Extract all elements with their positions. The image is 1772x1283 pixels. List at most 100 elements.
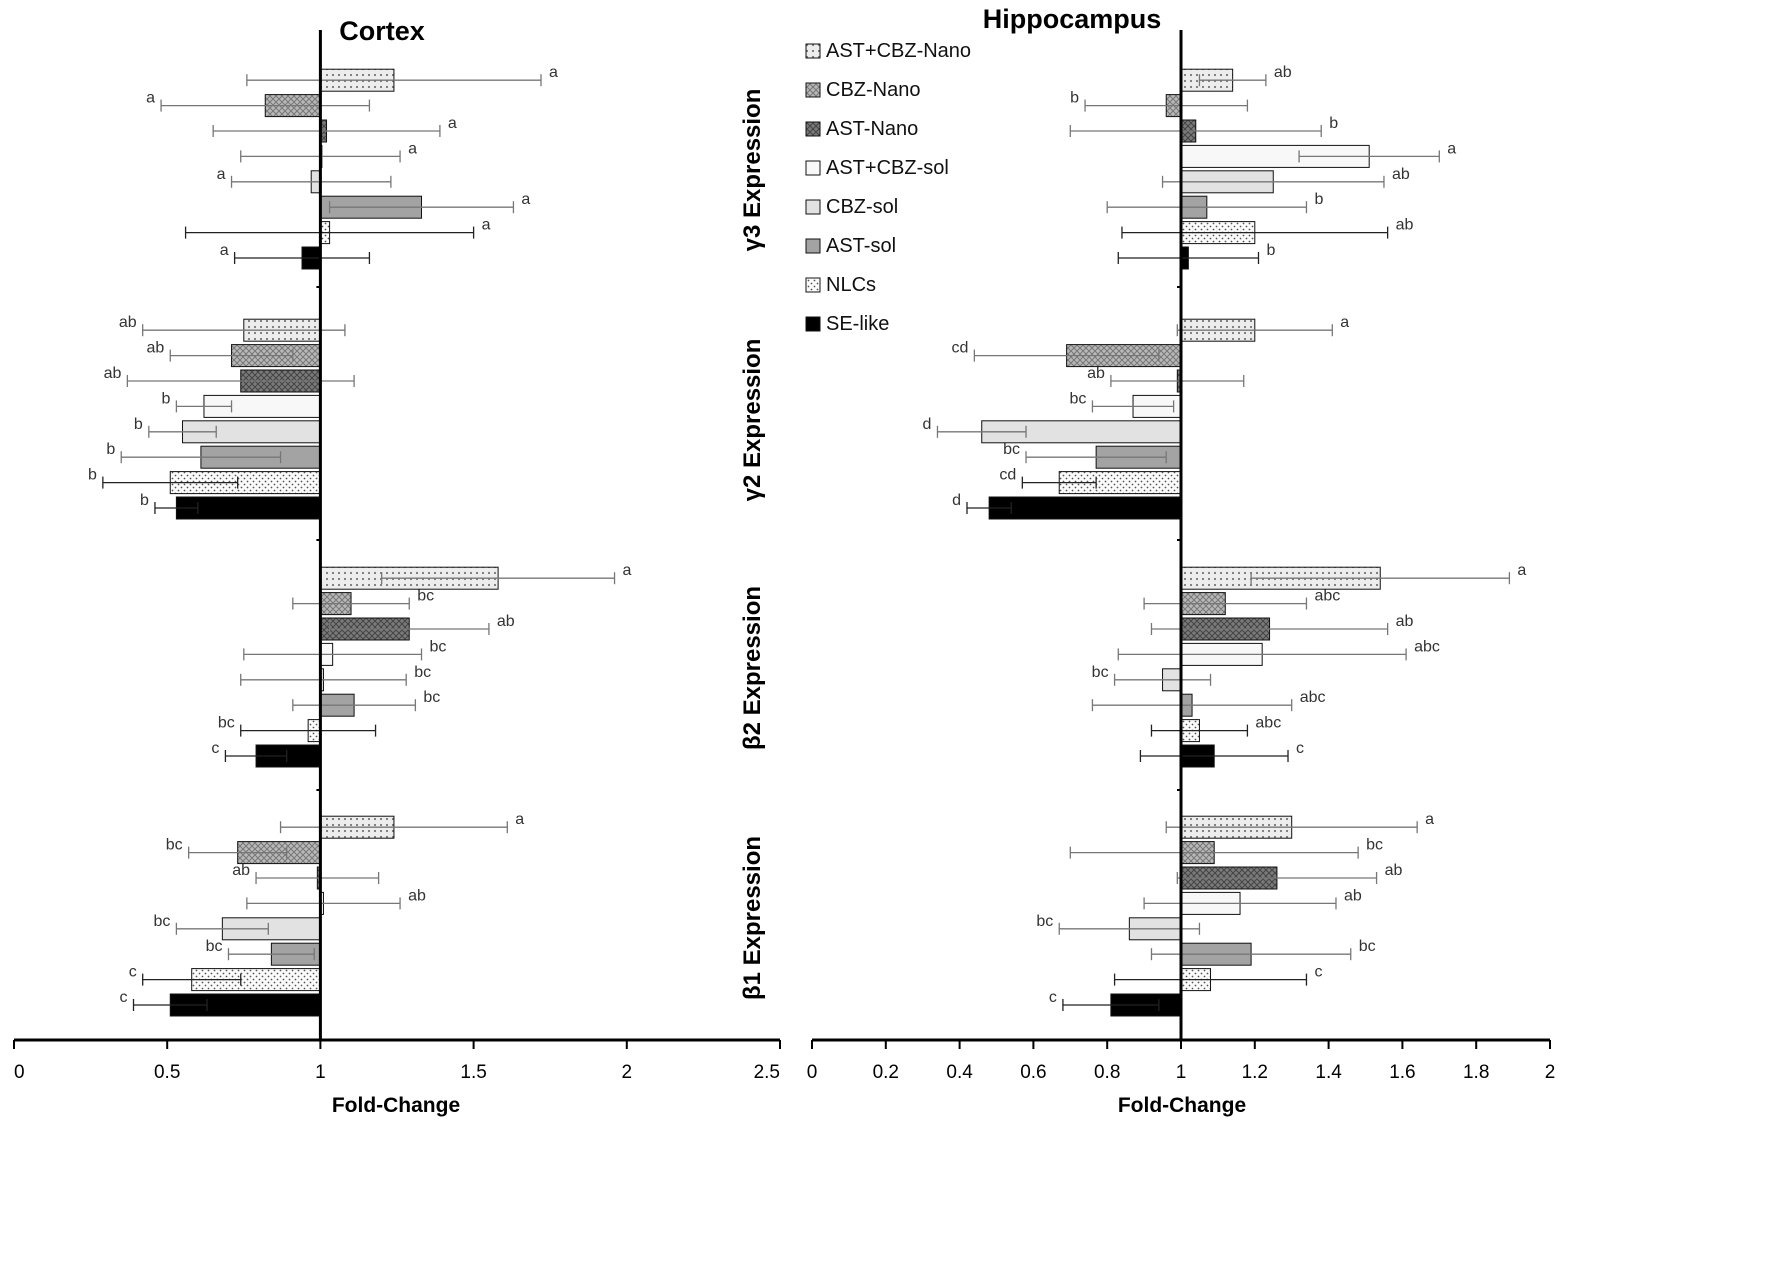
hippocampus-panel: Hippocampusccbcbcababbcacabcabcbcabcabab… bbox=[807, 4, 1556, 1117]
hippocampus-sig-b1-6: bc bbox=[1366, 837, 1383, 854]
cortex-sig-b2-3: bc bbox=[414, 664, 431, 681]
hippocampus-sig-g2-4: bc bbox=[1070, 390, 1087, 407]
hippocampus-xtick-label-1: 0.2 bbox=[873, 1062, 899, 1083]
hippocampus-sig-g2-0: d bbox=[952, 492, 961, 509]
cortex-sig-b2-5: ab bbox=[497, 613, 515, 630]
hippocampus-sig-g2-1: cd bbox=[999, 467, 1016, 484]
cortex-sig-g2-5: ab bbox=[104, 365, 122, 382]
hippocampus-sig-g3-5: b bbox=[1329, 115, 1338, 132]
cortex-sig-g2-0: b bbox=[140, 492, 149, 509]
legend-label-5: AST-sol bbox=[826, 235, 896, 257]
hippocampus-sig-b2-7: a bbox=[1517, 562, 1526, 579]
hippocampus-xtick-label-5: 1 bbox=[1176, 1062, 1187, 1083]
cortex-sig-g3-1: a bbox=[482, 217, 491, 234]
hippocampus-sig-b1-0: c bbox=[1049, 989, 1057, 1006]
legend-swatch-6 bbox=[805, 277, 821, 293]
cortex-sig-b2-6: bc bbox=[417, 588, 434, 605]
hippocampus-sig-g2-7: a bbox=[1340, 314, 1349, 331]
cortex-sig-b2-4: bc bbox=[430, 638, 447, 655]
hippocampus-sig-g3-0: b bbox=[1266, 242, 1275, 259]
cortex-sig-g3-0: a bbox=[220, 242, 229, 259]
cortex-sig-g3-3: a bbox=[217, 166, 226, 183]
hippocampus-sig-g2-3: d bbox=[923, 416, 932, 433]
cortex-sig-b1-5: ab bbox=[232, 862, 250, 879]
cortex-sig-b2-1: bc bbox=[218, 715, 235, 732]
legend-label-2: AST-Nano bbox=[826, 118, 918, 140]
legend-label-0: AST+CBZ-Nano bbox=[826, 40, 971, 62]
cortex-sig-b1-2: bc bbox=[206, 938, 223, 955]
hippocampus-sig-g2-2: bc bbox=[1003, 441, 1020, 458]
hippocampus-sig-b1-4: ab bbox=[1344, 887, 1362, 904]
group-label-g3: γ3 Expression bbox=[739, 89, 766, 252]
group-label-b2: β2 Expression bbox=[739, 586, 766, 750]
legend-label-3: AST+CBZ-sol bbox=[826, 157, 949, 179]
cortex-sig-g3-5: a bbox=[448, 115, 457, 132]
hippocampus-sig-b2-2: abc bbox=[1300, 689, 1326, 706]
cortex-sig-g2-3: b bbox=[134, 416, 143, 433]
hippocampus-sig-b1-2: bc bbox=[1359, 938, 1376, 955]
cortex-sig-g2-6: ab bbox=[146, 340, 164, 357]
cortex-sig-b2-2: bc bbox=[423, 689, 440, 706]
cortex-xtick-label-1: 0.5 bbox=[154, 1062, 180, 1083]
cortex-title: Cortex bbox=[339, 16, 425, 46]
legend-swatch-1 bbox=[805, 82, 821, 98]
hippocampus-xtick-label-6: 1.2 bbox=[1242, 1062, 1268, 1083]
hippocampus-sig-b2-0: c bbox=[1296, 740, 1304, 757]
hippocampus-sig-b2-5: ab bbox=[1396, 613, 1414, 630]
legend-swatch-2 bbox=[805, 121, 821, 137]
cortex-sig-g2-2: b bbox=[106, 441, 115, 458]
hippocampus-sig-g3-2: b bbox=[1314, 191, 1323, 208]
legend: AST+CBZ-Nano CBZ-Nano AST-Nano AST+CBZ-sol C… bbox=[805, 40, 971, 335]
hippocampus-sig-g3-1: ab bbox=[1396, 217, 1414, 234]
legend-swatch-7 bbox=[805, 316, 821, 332]
cortex-sig-g2-4: b bbox=[161, 390, 170, 407]
hippocampus-title: Hippocampus bbox=[983, 4, 1162, 34]
cortex-sig-b2-7: a bbox=[623, 562, 632, 579]
cortex-sig-g2-1: b bbox=[88, 467, 97, 484]
hippocampus-sig-g3-3: ab bbox=[1392, 166, 1410, 183]
legend-swatch-5 bbox=[805, 238, 821, 254]
legend-swatch-0 bbox=[805, 43, 821, 59]
hippocampus-sig-b2-4: abc bbox=[1414, 638, 1440, 655]
hippocampus-bar-g2-0 bbox=[988, 496, 1182, 520]
hippocampus-sig-g3-4: a bbox=[1447, 140, 1456, 157]
cortex-sig-g3-7: a bbox=[549, 64, 558, 81]
legend-label-1: CBZ-Nano bbox=[826, 79, 920, 101]
legend-label-4: CBZ-sol bbox=[826, 196, 898, 218]
cortex-xtick-label-2: 1 bbox=[315, 1062, 326, 1083]
hippocampus-xtick-label-4: 0.8 bbox=[1094, 1062, 1120, 1083]
cortex-panel: Cortexccbcbcababbcacbcbcbcbcabbcabbbbbab… bbox=[13, 16, 781, 1117]
legend-label-6: NLCs bbox=[826, 274, 876, 296]
legend-label-7: SE-like bbox=[826, 313, 889, 335]
cortex-xtick-label-0: 0 bbox=[14, 1062, 25, 1083]
hippocampus-xtick-label-10: 2 bbox=[1545, 1062, 1556, 1083]
hippocampus-xtick-label-2: 0.4 bbox=[946, 1062, 973, 1083]
hippocampus-xtick-label-3: 0.6 bbox=[1020, 1062, 1046, 1083]
cortex-sig-g3-2: a bbox=[521, 191, 530, 208]
legend-swatch-3 bbox=[805, 160, 821, 176]
hippocampus-sig-b1-3: bc bbox=[1036, 913, 1053, 930]
cortex-sig-b1-3: bc bbox=[153, 913, 170, 930]
cortex-xtick-label-4: 2 bbox=[622, 1062, 633, 1083]
hippocampus-sig-b1-7: a bbox=[1425, 811, 1434, 828]
cortex-xtick-label-3: 1.5 bbox=[460, 1062, 486, 1083]
cortex-xlabel: Fold-Change bbox=[332, 1094, 460, 1117]
cortex-sig-b1-0: c bbox=[119, 989, 127, 1006]
hippocampus-xlabel: Fold-Change bbox=[1118, 1094, 1246, 1117]
hippocampus-sig-b2-1: abc bbox=[1255, 715, 1281, 732]
cortex-xtick-label-5: 2.5 bbox=[754, 1062, 780, 1083]
cortex-sig-b1-6: bc bbox=[166, 837, 183, 854]
hippocampus-sig-g2-6: cd bbox=[951, 340, 968, 357]
hippocampus-xtick-label-8: 1.6 bbox=[1389, 1062, 1415, 1083]
hippocampus-xtick-label-0: 0 bbox=[807, 1062, 818, 1083]
group-labels: β1 Expression β2 Expression γ2 Expression γ… bbox=[739, 89, 766, 1000]
hippocampus-xtick-label-9: 1.8 bbox=[1463, 1062, 1489, 1083]
hippocampus-sig-b1-1: c bbox=[1314, 964, 1322, 981]
hippocampus-sig-b2-6: abc bbox=[1314, 588, 1340, 605]
group-label-g2: γ2 Expression bbox=[739, 339, 766, 502]
cortex-sig-g3-6: a bbox=[146, 90, 155, 107]
hippocampus-sig-b2-3: bc bbox=[1092, 664, 1109, 681]
hippocampus-xtick-label-7: 1.4 bbox=[1315, 1062, 1342, 1083]
